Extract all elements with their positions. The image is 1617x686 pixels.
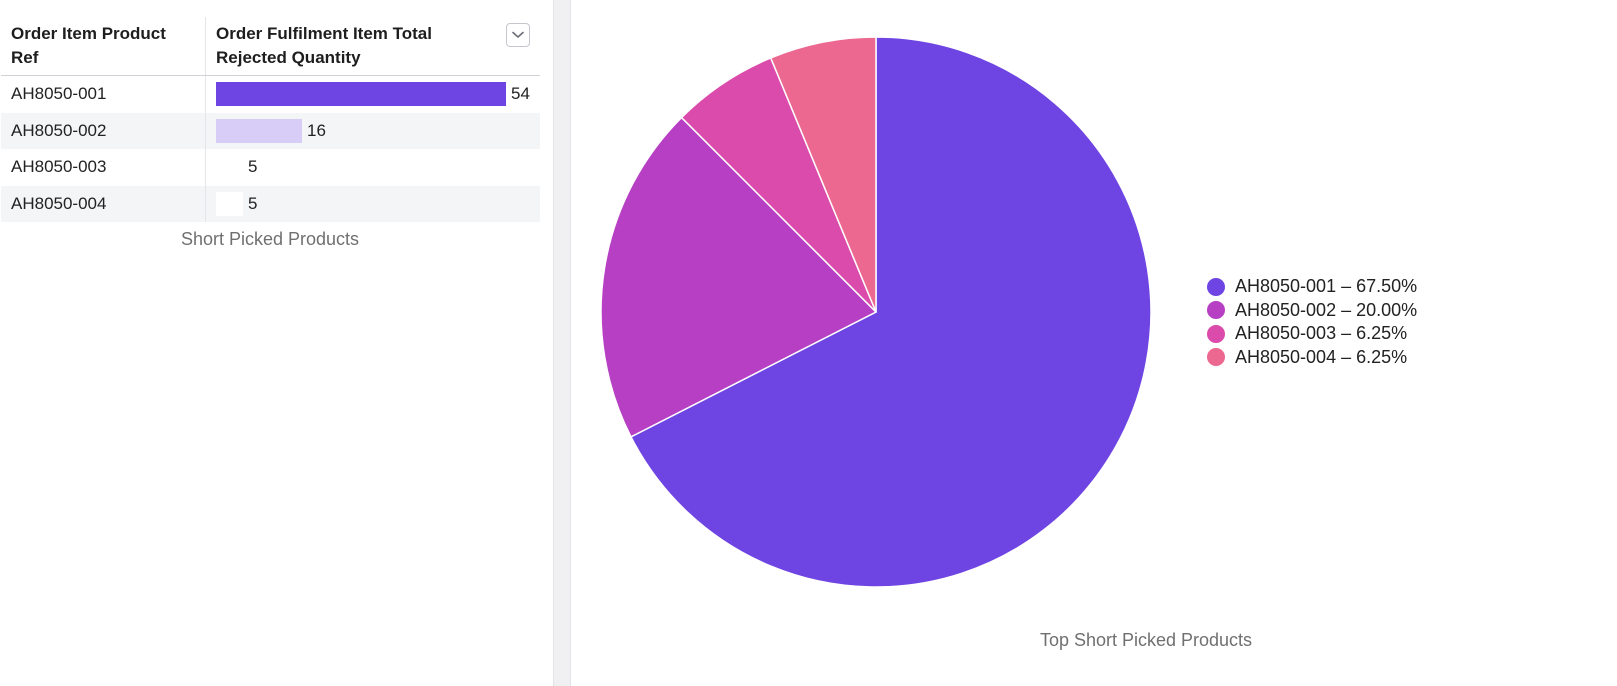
legend-label: AH8050-004 – 6.25%: [1235, 346, 1408, 367]
column-header-product-ref[interactable]: Order Item Product Ref: [1, 17, 206, 75]
table-row[interactable]: AH8050-003 5: [1, 149, 540, 186]
cell-rejected-quantity: 16: [206, 113, 540, 150]
quantity-value: 54: [511, 84, 530, 104]
pie-slice-ah8050-002[interactable]: [600, 116, 878, 438]
table-caption: Short Picked Products: [180, 229, 360, 249]
legend-label: AH8050-003 – 6.25%: [1235, 323, 1408, 344]
quantity-bar: [216, 82, 506, 107]
legend-label: AH8050-002 – 20.00%: [1235, 299, 1418, 320]
pie-slice-ah8050-001[interactable]: [629, 36, 1152, 588]
table-panel: Order Item Product Ref Order Fulfilment …: [0, 0, 553, 686]
legend-item[interactable]: AH8050-004 – 6.25%: [1207, 346, 1417, 370]
legend-dot-icon: [1207, 348, 1225, 367]
quantity-bar: [216, 155, 243, 180]
pie-chart: [600, 36, 1152, 588]
table-row[interactable]: AH8050-002 16: [1, 112, 540, 150]
cell-rejected-quantity: 5: [206, 186, 540, 223]
table-row[interactable]: AH8050-004 5: [1, 185, 540, 223]
legend-dot-icon: [1207, 301, 1225, 320]
sort-dropdown-button[interactable]: [506, 23, 530, 47]
chart-title: Top Short Picked Products: [1039, 630, 1253, 650]
chart-panel: AH8050-001 – 67.50% AH8050-002 – 20.00% AH…: [571, 0, 1617, 686]
legend-item[interactable]: AH8050-003 – 6.25%: [1207, 322, 1417, 346]
panel-divider[interactable]: [553, 0, 571, 686]
legend-item[interactable]: AH8050-002 – 20.00%: [1207, 299, 1417, 323]
column-header-rejected-quantity[interactable]: Order Fulfilment Item Total Rejected Qua…: [206, 17, 540, 75]
cell-rejected-quantity: 5: [206, 149, 540, 186]
cell-rejected-quantity: 54: [206, 76, 540, 113]
cell-product-ref: AH8050-003: [1, 149, 206, 186]
table-body: AH8050-001 54 AH8050-002 16 AH8050-003 5 AH805…: [1, 76, 540, 222]
column-header-rejected-quantity-label: Order Fulfilment Item Total Rejected Qua…: [216, 24, 432, 67]
legend-dot-icon: [1207, 324, 1225, 343]
legend-dot-icon: [1207, 277, 1225, 296]
chart-legend: AH8050-001 – 67.50% AH8050-002 – 20.00% AH…: [1207, 275, 1417, 369]
quantity-bar: [216, 118, 302, 143]
table-row[interactable]: AH8050-001 54: [1, 76, 540, 113]
table-header: Order Item Product Ref Order Fulfilment …: [1, 17, 540, 76]
cell-product-ref: AH8050-001: [1, 76, 206, 113]
chevron-down-icon: [512, 31, 524, 38]
quantity-value: 16: [307, 120, 326, 140]
legend-item[interactable]: AH8050-001 – 67.50%: [1207, 275, 1417, 299]
quantity-bar: [216, 191, 243, 216]
legend-label: AH8050-001 – 67.50%: [1235, 276, 1418, 297]
quantity-value: 5: [248, 157, 258, 177]
pie-slice-ah8050-004[interactable]: [769, 36, 877, 313]
quantity-value: 5: [248, 193, 258, 213]
short-picked-table: Order Item Product Ref Order Fulfilment …: [1, 17, 540, 222]
cell-product-ref: AH8050-002: [1, 112, 206, 149]
cell-product-ref: AH8050-004: [1, 185, 206, 222]
